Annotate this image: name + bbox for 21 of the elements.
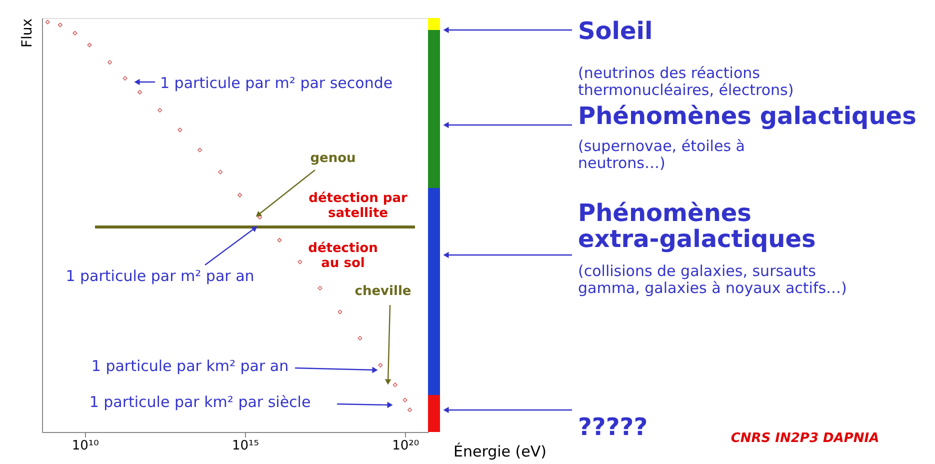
x-tick-label: 10¹⁵ [232, 438, 259, 454]
text: (supernovae, étoiles à neutrons…) [578, 137, 745, 172]
annotation: détection par satellite [308, 191, 408, 221]
annotation: 1 particule par km² par siècle [89, 393, 311, 411]
annotation: détection au sol [308, 241, 378, 271]
annotation: 1 particule par m² par an [66, 267, 254, 285]
text: Phénomènes extra-galactiques [578, 199, 816, 253]
y-axis-title: Flux [20, 18, 36, 48]
annotation: genou [310, 151, 356, 166]
text: Phénomènes galactiques [578, 102, 916, 130]
annotation: cheville [354, 284, 412, 299]
x-tick-label: 10¹⁰ [72, 438, 99, 454]
text: (neutrinos des réactions thermonucléaires, électrons) [578, 64, 794, 99]
annotation: 1 particule par km² par an [91, 357, 289, 375]
text: ????? [578, 413, 648, 441]
x-tick-label: 10²⁰ [392, 438, 420, 454]
text: (collisions de galaxies, sursauts gamma, galaxies à noyaux actifs…) [578, 262, 847, 297]
text: CNRS IN2P3 DAPNIA [730, 431, 880, 446]
annotation: 1 particule par m² par seconde [160, 74, 393, 92]
text: Soleil [578, 17, 653, 45]
x-axis-title: Énergie (eV) [454, 442, 546, 460]
